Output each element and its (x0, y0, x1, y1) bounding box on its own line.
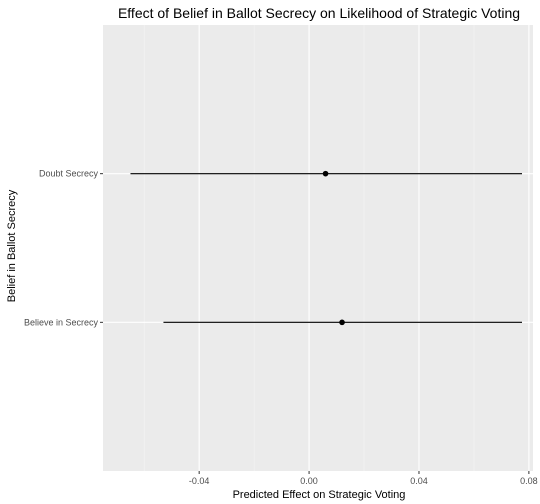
x-tick-label: 0.04 (410, 476, 428, 486)
point-estimate (322, 170, 329, 177)
point-estimate (339, 319, 345, 326)
plot-panel (103, 25, 533, 471)
data-layer (130, 170, 523, 326)
axis-layer: -0.04 0.00 0.04 0.08 Doubt Secrecy Believe in… (24, 169, 538, 486)
x-tick-label: 0.08 (520, 476, 538, 486)
y-axis-title: Belief in Ballot Secrecy (6, 189, 18, 302)
y-tick-label: Believe in Secrecy (24, 317, 99, 327)
chart-title: Effect of Belief in Ballot Secrecy on Li… (118, 5, 520, 21)
y-tick-label: Doubt Secrecy (39, 169, 99, 179)
x-tick-label: 0.00 (300, 476, 318, 486)
x-tick-label: -0.04 (189, 476, 210, 486)
x-axis-title: Predicted Effect on Strategic Voting (233, 489, 406, 501)
